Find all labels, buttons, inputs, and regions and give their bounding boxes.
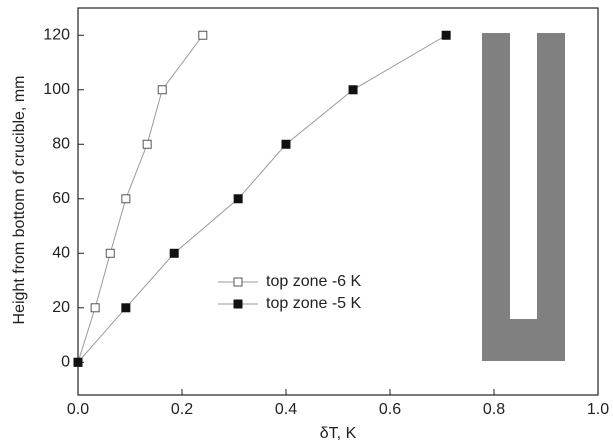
y-tick-label: 100	[43, 81, 70, 98]
legend-marker	[233, 299, 243, 309]
x-tick-label: 0.0	[67, 401, 89, 418]
x-tick-label: 0.6	[379, 401, 401, 418]
y-tick-label: 80	[52, 135, 70, 152]
data-point	[198, 30, 208, 40]
data-point	[157, 85, 167, 95]
data-point	[73, 357, 83, 367]
data-point	[281, 139, 291, 149]
y-tick-label: 0	[61, 354, 70, 371]
legend-label: top zone -5 K	[266, 295, 362, 312]
series-line	[77, 34, 204, 363]
y-tick-label: 60	[52, 190, 70, 207]
crucible-wall	[482, 33, 510, 361]
data-point	[348, 85, 358, 95]
data-point	[233, 194, 243, 204]
data-point	[90, 303, 100, 313]
y-axis-label: Height from bottom of crucible, mm	[11, 76, 28, 325]
crucible-icon	[482, 33, 565, 361]
data-point	[169, 248, 179, 258]
plot-frame	[77, 7, 599, 396]
legend-label: top zone -6 K	[266, 273, 362, 290]
data-point	[441, 30, 451, 40]
data-point	[105, 248, 115, 258]
x-tick-label: 1.0	[587, 401, 609, 418]
x-tick-label: 0.8	[483, 401, 505, 418]
x-tick-label: 0.4	[275, 401, 297, 418]
series-line	[77, 34, 447, 363]
y-tick-label: 120	[43, 26, 70, 43]
data-point	[142, 139, 152, 149]
data-point	[121, 194, 131, 204]
legend-marker	[233, 277, 243, 287]
data-point	[121, 303, 131, 313]
x-axis-label: δT, K	[320, 425, 357, 442]
crucible-bottom	[509, 319, 538, 361]
y-tick-label: 20	[52, 299, 70, 316]
crucible-wall	[537, 33, 565, 361]
y-tick-label: 40	[52, 245, 70, 262]
x-tick-label: 0.2	[171, 401, 193, 418]
